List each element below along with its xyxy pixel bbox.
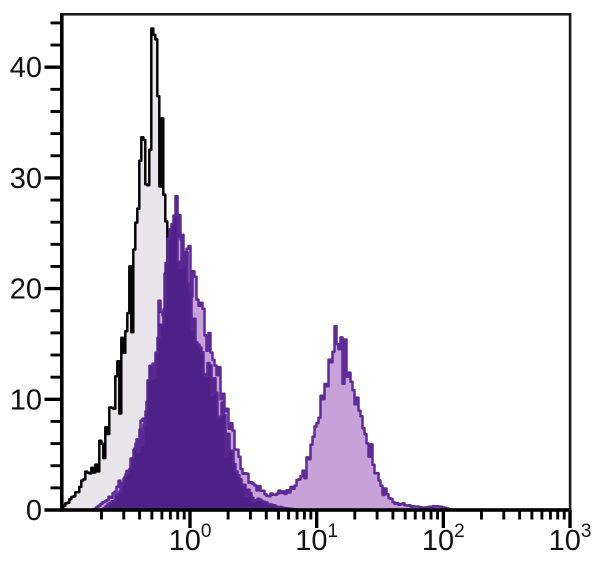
x-axis-tick-labels: 100 101 102 103 — [169, 521, 592, 557]
y-tick-label: 20 — [10, 274, 42, 306]
y-tick-label: 0 — [26, 495, 42, 527]
histogram-series — [62, 27, 455, 512]
y-tick-label: 10 — [10, 384, 42, 416]
x-tick-label: 101 — [295, 521, 338, 557]
x-tick-label: 102 — [422, 521, 465, 557]
histogram-outline-dark-purple-filled — [100, 195, 304, 512]
histogram-fill-open-black-control — [63, 28, 232, 511]
frame-top-line — [60, 13, 572, 16]
y-axis-line — [60, 13, 64, 512]
y-tick-label: 30 — [10, 163, 42, 195]
x-tick-label: 103 — [549, 521, 592, 557]
x-axis-line — [60, 508, 572, 512]
y-axis-tick-labels: 0 10 20 30 40 — [10, 52, 42, 527]
y-tick-label: 40 — [10, 52, 42, 84]
histogram-fill-dark-purple-filled — [101, 196, 303, 512]
plot-frame — [60, 13, 572, 512]
x-tick-label: 100 — [169, 521, 212, 557]
frame-right-line — [568, 13, 572, 512]
